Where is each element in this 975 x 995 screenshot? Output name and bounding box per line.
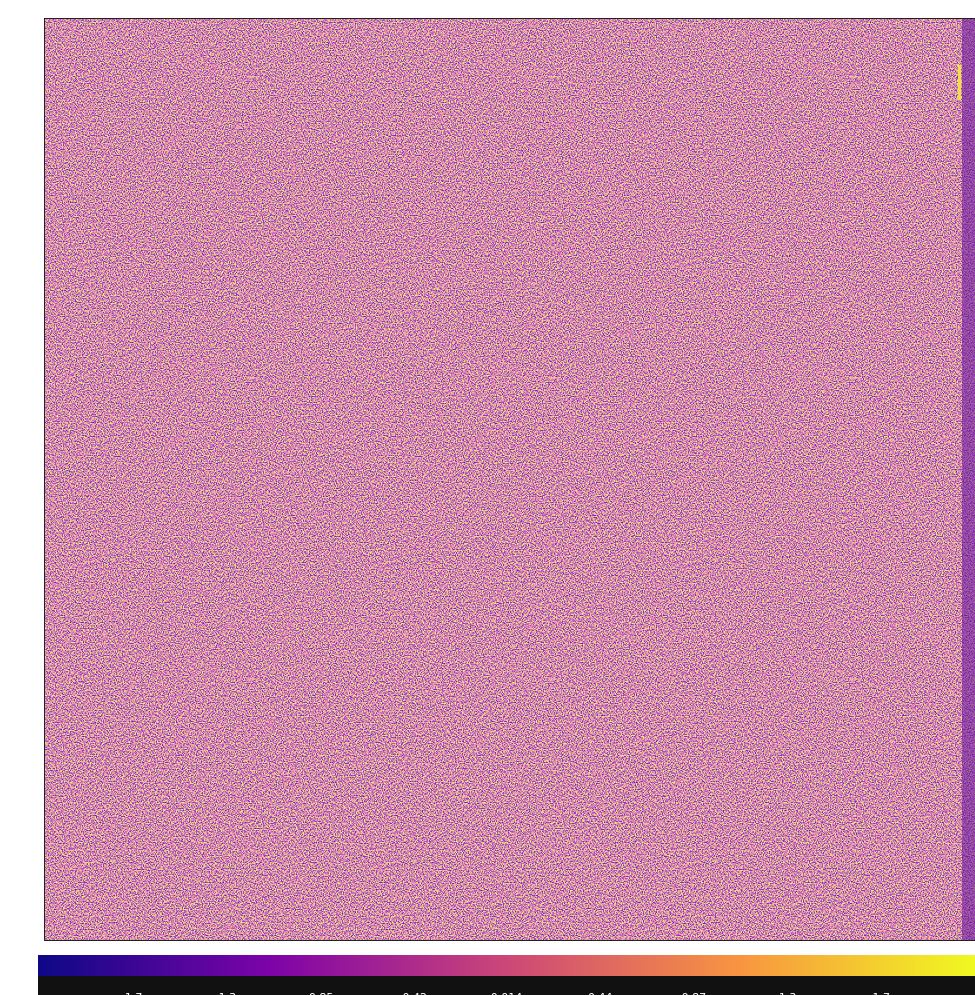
colorbar-tick-label: 1.3	[779, 991, 797, 995]
image-artifact	[958, 65, 961, 100]
image-edge-strip	[962, 18, 975, 940]
page: {"colorbar": {"tick_labels": ["-1.7", "-…	[0, 0, 975, 995]
viewer-canvas: -1.7 -1.3 -0.85 -0.42 0.014 0.44 0.87 1.3 1.7	[0, 0, 975, 995]
colorbar[interactable]	[38, 955, 975, 976]
image-display[interactable]	[44, 18, 975, 940]
viewer: -1.7-1.3-0.85-0.420.0140.440.871.31.7 ((…	[0, 0, 975, 995]
colorbar-tick-label: -1.3	[215, 991, 236, 995]
colorbar-tick-label: 0.87	[682, 991, 707, 995]
colorbar-tick-label: -1.7	[121, 991, 142, 995]
colorbar-tick-label: 0.44	[588, 991, 613, 995]
colorbar-tick-label: 0.014	[491, 991, 523, 995]
colorbar-tick-label: -0.42	[399, 991, 427, 995]
colorbar-tick-label: -0.85	[305, 991, 333, 995]
colorbar-tick-label: 1.7	[873, 991, 891, 995]
